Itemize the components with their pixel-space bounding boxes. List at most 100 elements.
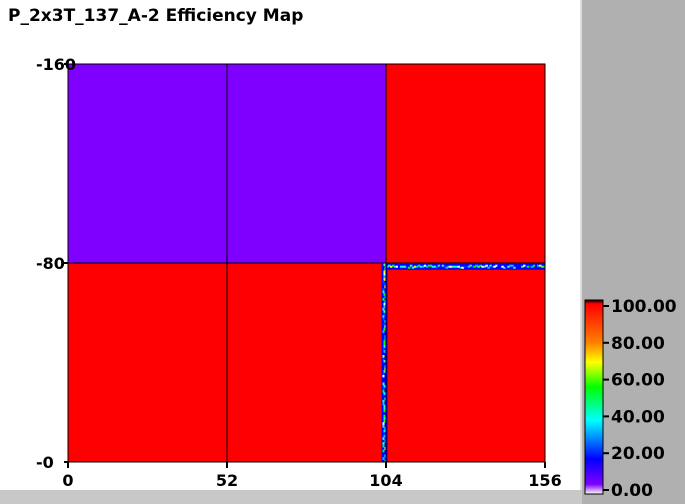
edge-band-cell [384, 267, 387, 271]
edge-band-cell [384, 300, 387, 304]
heatmap-region-3 [68, 263, 227, 462]
edge-band-cell [384, 295, 387, 299]
edge-band-cell [481, 265, 484, 268]
edge-band-cell [382, 287, 385, 291]
edge-band-cell [383, 263, 386, 266]
edge-band-cell [382, 457, 385, 461]
heatmap-region-4 [227, 263, 386, 462]
colorbar: 100.00 80.00 60.00 40.00 20.00 0.00 [584, 297, 677, 501]
edge-band-cell [391, 264, 395, 267]
edge-band-cell [445, 266, 449, 269]
edge-band-cell [382, 355, 385, 359]
heatmap-layer [68, 64, 546, 463]
edge-band-cell [483, 265, 486, 268]
edge-band-cell [415, 265, 419, 268]
edge-band-cell [382, 437, 385, 441]
edge-band-cell [382, 424, 385, 428]
x-tick-label: 0 [62, 471, 73, 490]
edge-band-cell [384, 427, 387, 431]
edge-band-cell [413, 265, 417, 268]
edge-band-cell [382, 372, 385, 376]
edge-band-cell [383, 434, 386, 438]
edge-band-cell [383, 360, 386, 363]
edge-band-cell [429, 264, 433, 267]
edge-band-cell [411, 266, 415, 269]
edge-band-cell [383, 305, 386, 309]
edge-band-cell [485, 264, 488, 267]
edge-band-cell [401, 265, 405, 268]
y-tick-label: -160 [36, 55, 76, 74]
edge-band-cell [383, 452, 386, 456]
edge-band-1 [381, 263, 388, 463]
edge-band-cell [382, 449, 385, 453]
edge-band-cell [384, 335, 387, 339]
edge-band-cell [384, 332, 387, 336]
edge-band-cell [382, 297, 385, 301]
edge-band-cell [382, 330, 385, 334]
colorbar-tick-label: 20.00 [611, 444, 665, 464]
y-tick-label: -0 [36, 453, 54, 472]
edge-band-cell [383, 404, 386, 408]
edge-band-cell [382, 374, 385, 378]
edge-band-cell [493, 265, 496, 268]
edge-band-cell [461, 266, 465, 269]
colorbar-tick-label: 0.00 [611, 481, 653, 501]
edge-band-cell [382, 382, 385, 386]
edge-band-cell [495, 264, 498, 267]
edge-band-cell [384, 447, 387, 451]
edge-band-cell [384, 285, 387, 289]
edge-band-cell [525, 265, 528, 268]
edge-band-cell [384, 432, 387, 436]
edge-band-cell [507, 265, 510, 268]
axis-layer: 0 52 104 156 -0 -80 -160 [36, 55, 562, 490]
edge-band-cell [537, 264, 540, 267]
edge-band-cell [473, 265, 476, 268]
edge-band-cell [465, 265, 468, 268]
colorbar-tick-label: 40.00 [611, 407, 665, 427]
edge-band-cell [503, 266, 506, 269]
heatmap-region-0 [68, 64, 227, 263]
edge-band-cell [477, 265, 480, 268]
colorbar-tick-label: 60.00 [611, 371, 665, 391]
edge-band-cell [505, 265, 508, 268]
y-tick-label: -80 [36, 254, 65, 273]
edge-band-cell [427, 264, 431, 267]
edge-band-cell [383, 407, 386, 411]
edge-band-cell [382, 389, 385, 393]
edge-band-cell [383, 392, 386, 396]
edge-band-cell [499, 264, 502, 267]
heatmap-region-2 [386, 64, 545, 263]
edge-band-cell [383, 409, 386, 413]
edge-band-cell [527, 265, 530, 268]
chart-title: P_2x3T_137_A-2 Efficiency Map [8, 6, 304, 26]
edge-band-cell [393, 265, 397, 268]
edge-band-cell [489, 264, 492, 267]
edge-band-0 [386, 263, 546, 270]
edge-band-cell [383, 302, 386, 306]
x-tick-label: 156 [528, 471, 561, 490]
edge-band-cell [382, 315, 385, 319]
edge-band-cell [382, 402, 385, 406]
x-tick-label: 52 [216, 471, 238, 490]
edge-band-cell [382, 307, 385, 311]
edge-band-cell [383, 292, 386, 296]
edge-band-cell [383, 384, 386, 388]
edge-band-cell [383, 419, 386, 423]
edge-band-cell [383, 417, 386, 421]
colorbar-tick-label: 100.00 [611, 297, 677, 317]
edge-band-cell [539, 264, 542, 267]
heatmap-region-1 [227, 64, 386, 263]
edge-band-cell [383, 327, 386, 331]
edge-band-cell [407, 266, 411, 269]
edge-band-cell [383, 342, 386, 346]
edge-band-cell [383, 412, 386, 416]
edge-band-cell [384, 337, 387, 341]
edge-band-cell [425, 265, 429, 268]
edge-band-cell [487, 266, 490, 269]
edge-band-cell [531, 265, 534, 268]
edge-band-cell [433, 265, 437, 268]
edge-band-cell [383, 270, 386, 274]
edge-band-cell [475, 264, 478, 267]
edge-band-cell [382, 442, 385, 446]
